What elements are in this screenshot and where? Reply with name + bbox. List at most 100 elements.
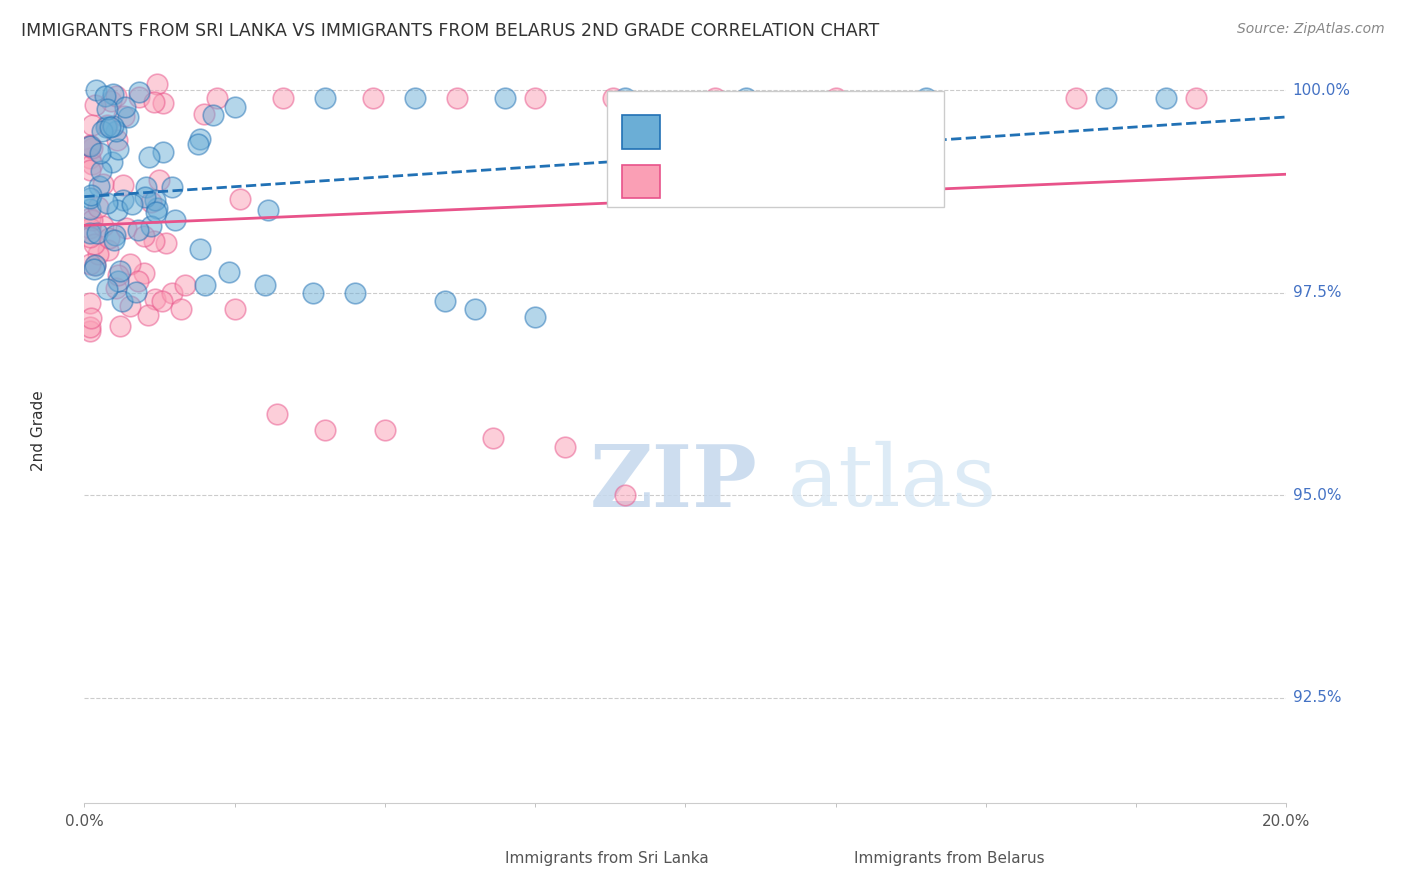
Point [89,179,111,194]
Point [121,196,143,211]
Point [194,277,217,292]
Point [218,265,240,279]
Point [87,200,110,214]
FancyBboxPatch shape [806,844,842,875]
Point [224,301,246,316]
FancyBboxPatch shape [607,92,943,207]
Text: 95.0%: 95.0% [1292,488,1341,503]
Text: 2nd Grade: 2nd Grade [31,390,46,471]
Point [107,268,129,282]
Point [79,230,101,244]
Point [84,258,107,272]
Point [614,91,637,105]
Text: 92.5%: 92.5% [1292,690,1341,705]
Point [84,97,107,112]
Point [100,94,122,108]
Point [82,157,104,171]
Point [361,91,384,105]
Point [188,243,211,257]
Point [80,213,103,227]
Point [104,124,127,138]
Point [494,91,516,105]
Point [160,179,183,194]
Point [84,83,107,97]
Point [142,95,165,109]
Point [86,227,108,241]
Point [115,221,138,235]
Point [915,91,938,105]
Point [152,145,174,159]
Point [120,300,142,314]
Text: IMMIGRANTS FROM SRI LANKA VS IMMIGRANTS FROM BELARUS 2ND GRADE CORRELATION CHART: IMMIGRANTS FROM SRI LANKA VS IMMIGRANTS … [21,22,879,40]
Point [79,221,101,235]
Point [142,234,165,248]
Point [174,277,197,292]
Point [614,488,637,502]
Point [127,275,149,289]
Point [101,155,124,169]
Point [135,179,157,194]
Point [266,407,288,421]
Point [404,91,426,105]
Point [114,100,136,114]
Point [103,119,125,133]
FancyBboxPatch shape [621,165,661,198]
Point [464,301,486,316]
Point [105,203,128,218]
Point [704,91,727,105]
Text: N = 72: N = 72 [799,172,866,191]
Point [734,91,756,105]
Point [138,309,160,323]
Point [134,266,156,280]
Point [271,91,294,105]
Point [79,191,101,205]
Point [141,195,163,210]
Point [89,146,111,161]
FancyBboxPatch shape [621,115,661,149]
Point [134,190,156,204]
Point [80,187,103,202]
Point [79,139,101,153]
Point [524,91,547,105]
Point [111,178,134,192]
Point [112,109,135,123]
Point [79,324,101,338]
Point [79,211,101,226]
Point [82,141,104,155]
Point [125,285,148,299]
Point [162,286,184,301]
Text: R = 0.357: R = 0.357 [682,172,780,191]
Text: 0.0%: 0.0% [65,814,104,829]
Point [138,150,160,164]
Text: 100.0%: 100.0% [1292,83,1351,98]
Point [187,137,209,152]
Point [257,203,280,218]
Point [104,88,127,103]
Point [134,229,156,244]
Point [105,281,128,295]
Point [434,293,457,308]
Point [253,277,276,292]
Point [1185,91,1208,105]
Point [103,234,125,248]
Point [155,235,177,250]
Point [205,91,228,105]
Point [343,285,366,300]
Point [97,243,120,257]
Point [91,219,114,233]
Point [79,227,101,241]
Point [87,246,110,260]
Point [554,440,576,454]
Text: ZIP: ZIP [589,441,756,524]
Point [193,107,215,121]
Point [128,85,150,99]
Point [79,296,101,310]
Point [79,202,101,216]
Point [146,77,169,91]
Point [84,258,107,272]
Point [79,257,101,271]
Point [83,261,105,276]
Point [79,152,101,166]
Point [91,124,114,138]
Point [143,293,166,307]
